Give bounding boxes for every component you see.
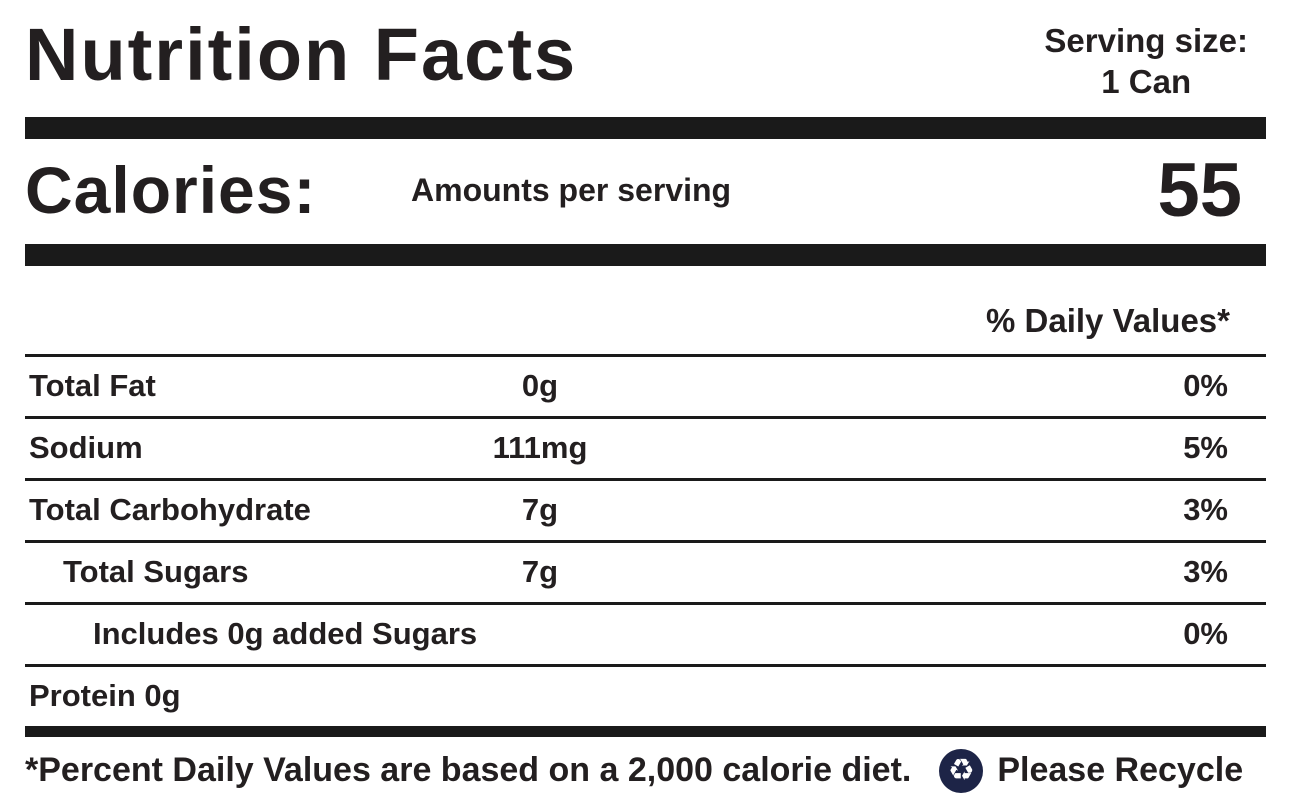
calories-value: 55 xyxy=(1157,147,1242,233)
nutrient-name: Total Sugars xyxy=(63,554,249,589)
nutrient-amount: 7g xyxy=(521,492,559,527)
nutrient-amount: 111mg xyxy=(492,430,588,465)
nutrient-name: Includes 0g added Sugars xyxy=(93,616,478,651)
label-header: Nutrition Facts Serving size: 1 Can xyxy=(25,0,1266,103)
nutrient-name: Total Carbohydrate xyxy=(29,492,311,527)
nutrient-table: Total Fat 0g 0% Sodium 111mg 5% Total Ca… xyxy=(25,353,1266,726)
nutrient-amount: 7g xyxy=(521,554,559,589)
nutrient-row-added-sugars: Includes 0g added Sugars 0% xyxy=(25,601,1266,664)
nutrient-daily-value: 5% xyxy=(1183,430,1228,465)
divider-bar-top xyxy=(25,116,1266,139)
nutrient-row-total-carbohydrate: Total Carbohydrate 7g 3% xyxy=(25,477,1266,540)
nutrient-daily-value: 0% xyxy=(1183,616,1228,651)
daily-values-header: % Daily Values* xyxy=(986,301,1230,339)
nutrient-name: Sodium xyxy=(29,430,143,465)
nutrient-name: Protein 0g xyxy=(29,678,181,713)
nutrient-row-total-sugars: Total Sugars 7g 3% xyxy=(25,539,1266,602)
amounts-per-serving-label: Amounts per serving xyxy=(411,171,732,208)
label-footer: *Percent Daily Values are based on a 2,0… xyxy=(25,737,1266,793)
serving-size-block: Serving size: 1 Can xyxy=(1044,10,1266,103)
nutrient-amount: 0g xyxy=(521,368,559,403)
nutrient-row-total-fat: Total Fat 0g 0% xyxy=(25,353,1266,416)
percent-daily-values-footnote: *Percent Daily Values are based on a 2,0… xyxy=(25,751,912,789)
divider-bar-calories xyxy=(25,243,1266,266)
nutrient-row-sodium: Sodium 111mg 5% xyxy=(25,415,1266,478)
calories-label: Calories: xyxy=(25,152,317,227)
nutrient-name: Total Fat xyxy=(29,368,156,403)
calories-band: Calories: Amounts per serving 55 xyxy=(25,139,1266,240)
nutrient-daily-value: 0% xyxy=(1183,368,1228,403)
nutrient-daily-value: 3% xyxy=(1183,554,1228,589)
nutrition-facts-title: Nutrition Facts xyxy=(25,13,578,96)
nutrient-row-protein: Protein 0g xyxy=(25,663,1266,726)
please-recycle-label: Please Recycle xyxy=(997,751,1244,789)
recycle-icon: ♻ xyxy=(939,748,984,793)
nutrient-daily-value: 3% xyxy=(1183,492,1228,527)
serving-size-label: Serving size: xyxy=(1044,22,1248,59)
divider-bar-bottom xyxy=(25,725,1266,737)
serving-size-value: 1 Can xyxy=(1101,63,1192,101)
